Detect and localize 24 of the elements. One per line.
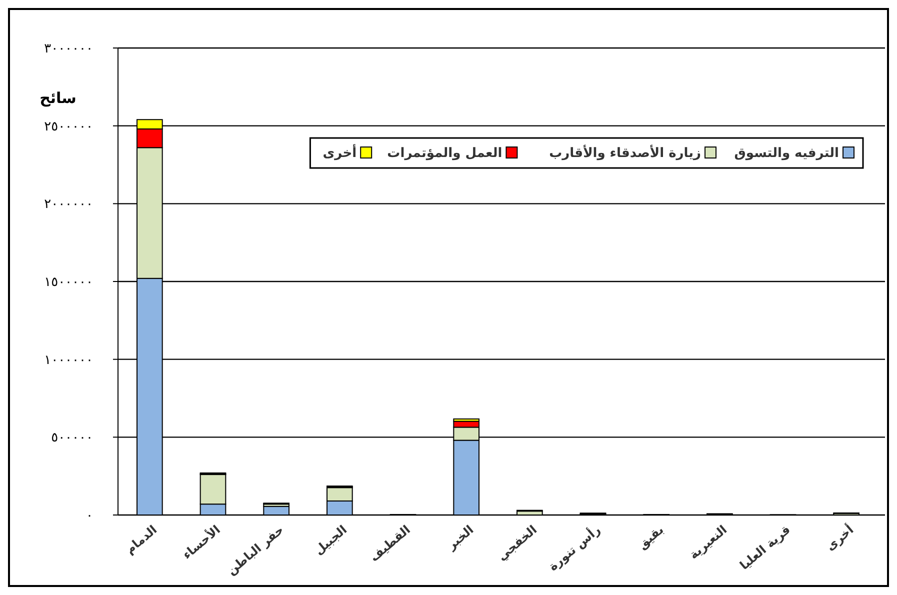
- x-tick-label: رأس تنورة: [545, 522, 603, 574]
- legend-label: زيارة الأصدقاء والأقارب: [549, 144, 701, 161]
- y-axis-title: سائح: [40, 89, 76, 107]
- x-tick-label: الأحساء: [179, 522, 223, 562]
- x-tick-label: قرية العليا: [737, 522, 793, 572]
- x-tick-label: النعيرية: [686, 522, 730, 562]
- y-tick-label: ٢٠٠٠٠٠٠: [44, 197, 93, 212]
- x-tick-label: الدمام: [122, 522, 160, 557]
- x-tick-label: الخبر: [444, 522, 476, 553]
- x-tick-label: الجبيل: [312, 522, 350, 558]
- y-tick-label: ٣٠٠٠٠٠٠: [44, 42, 93, 57]
- legend-label: العمل والمؤتمرات: [387, 146, 502, 161]
- x-tick-label: الخفجي: [494, 522, 540, 564]
- y-tick-label: ٥٠٠٠٠٠: [51, 430, 93, 446]
- y-tick-label: ٢٥٠٠٠٠٠: [44, 119, 93, 134]
- y-tick-label: ١٥٠٠٠٠٠: [44, 275, 93, 290]
- y-tick-label: ٠: [86, 508, 93, 524]
- x-tick-label: حفر الباطن: [224, 522, 286, 578]
- x-tick-label: أخرى: [822, 522, 856, 554]
- x-tick-label: بقيق: [635, 522, 666, 552]
- legend-label: أخرى: [322, 144, 357, 161]
- y-tick-label: ١٠٠٠٠٠٠: [44, 352, 93, 368]
- legend-label: الترفيه والتسوق: [734, 146, 839, 161]
- x-tick-label: القطيف: [367, 522, 413, 564]
